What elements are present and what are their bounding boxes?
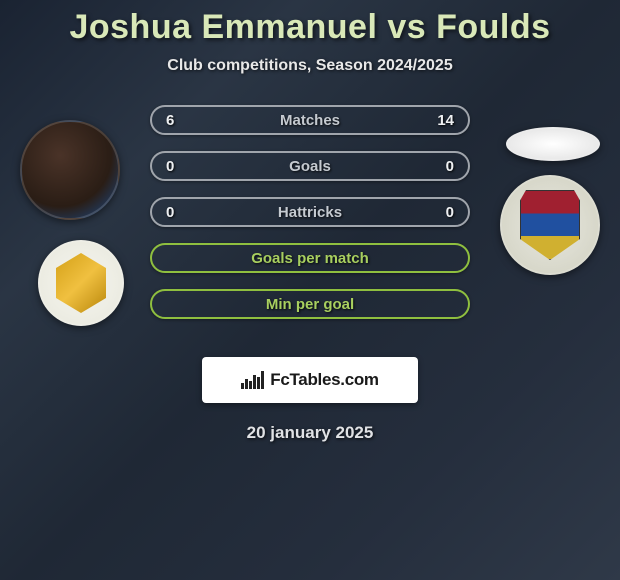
page-title: Joshua Emmanuel vs Foulds xyxy=(10,8,610,47)
stat-label: Goals xyxy=(289,158,331,175)
shield-icon xyxy=(56,253,106,313)
stat-left-value: 6 xyxy=(166,112,174,129)
footer-date: 20 january 2025 xyxy=(10,423,610,443)
stat-label: Matches xyxy=(280,112,340,129)
stat-row-matches: 6 Matches 14 xyxy=(150,105,470,135)
stat-row-goals: 0 Goals 0 xyxy=(150,151,470,181)
branding-text: FcTables.com xyxy=(270,370,379,390)
branding-box: FcTables.com xyxy=(202,357,418,403)
comparison-area: 6 Matches 14 0 Goals 0 0 Hattricks 0 Goa… xyxy=(10,105,610,345)
page-subtitle: Club competitions, Season 2024/2025 xyxy=(10,57,610,75)
stat-right-value: 0 xyxy=(446,204,454,221)
stat-right-value: 0 xyxy=(446,158,454,175)
stat-label: Hattricks xyxy=(278,204,342,221)
crest-right-club xyxy=(500,175,600,275)
stat-row-min-per-goal: Min per goal xyxy=(150,289,470,319)
shield-icon xyxy=(520,190,580,260)
stat-left-value: 0 xyxy=(166,204,174,221)
crest-left-club xyxy=(38,240,124,326)
stat-label: Min per goal xyxy=(266,296,354,313)
stat-row-goals-per-match: Goals per match xyxy=(150,243,470,273)
bar-chart-icon xyxy=(241,371,264,389)
stat-right-value: 14 xyxy=(437,112,454,129)
stat-left-value: 0 xyxy=(166,158,174,175)
stat-label: Goals per match xyxy=(251,250,369,267)
avatar-left-player xyxy=(20,120,120,220)
avatar-right-player xyxy=(506,127,600,161)
stats-list: 6 Matches 14 0 Goals 0 0 Hattricks 0 Goa… xyxy=(150,105,470,335)
stat-row-hattricks: 0 Hattricks 0 xyxy=(150,197,470,227)
